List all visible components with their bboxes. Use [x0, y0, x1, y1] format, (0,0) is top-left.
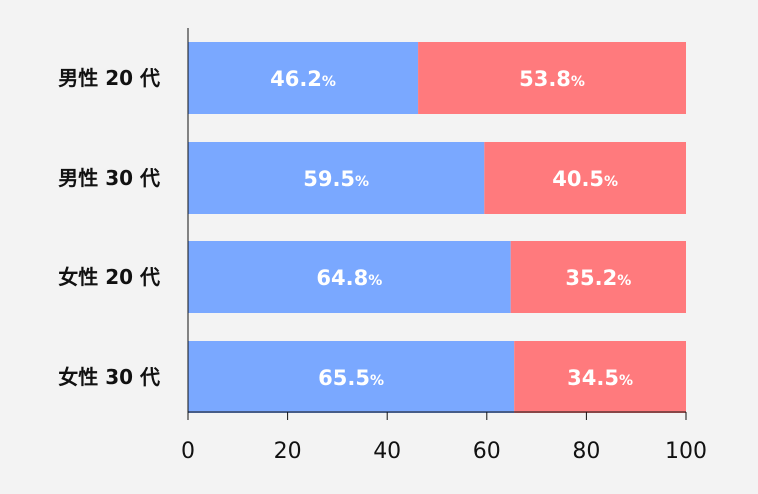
x-tick-label: 100 — [665, 439, 707, 464]
x-tick-label: 20 — [274, 439, 302, 464]
category-label: 女性 20 代 — [58, 265, 160, 289]
bar-segment — [514, 341, 686, 413]
x-tick-label: 60 — [473, 439, 501, 464]
bar-segment — [188, 341, 515, 413]
category-label: 男性 30 代 — [58, 166, 160, 190]
x-tick-label: 80 — [572, 439, 600, 464]
x-tick-label: 0 — [181, 439, 195, 464]
bar-segment — [188, 241, 511, 313]
bar-segment — [510, 241, 686, 313]
data-label: 35.2% — [565, 266, 631, 290]
bar-segment — [484, 142, 686, 214]
bar-segment — [188, 142, 485, 214]
data-label: 40.5% — [552, 167, 618, 191]
bar-segment — [188, 42, 419, 114]
bar-segment — [418, 42, 686, 114]
data-label: 34.5% — [567, 366, 633, 390]
category-label: 男性 20 代 — [58, 66, 160, 90]
data-label: 46.2% — [270, 67, 336, 91]
category-label: 女性 30 代 — [58, 365, 160, 389]
x-tick-label: 40 — [373, 439, 401, 464]
data-label: 65.5% — [318, 366, 384, 390]
data-label: 64.8% — [316, 266, 382, 290]
data-label: 53.8% — [519, 67, 585, 91]
data-label: 59.5% — [303, 167, 369, 191]
